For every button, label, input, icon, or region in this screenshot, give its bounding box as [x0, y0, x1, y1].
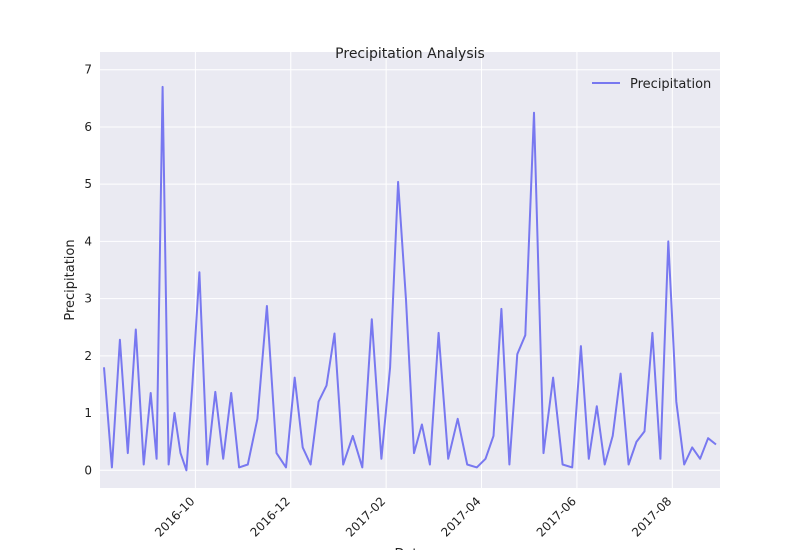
y-tick-label: 1 — [84, 406, 92, 420]
x-tick-label: 2017-04 — [438, 494, 483, 539]
y-tick-label: 3 — [84, 292, 92, 306]
y-tick-label: 7 — [84, 63, 92, 77]
y-tick-label: 0 — [84, 463, 92, 477]
legend-label: Precipitation — [630, 77, 711, 92]
y-tick-label: 6 — [84, 120, 92, 134]
data-line — [103, 85, 717, 472]
y-axis-label: Precipitation — [63, 239, 78, 320]
y-tick-label: 5 — [84, 177, 92, 191]
x-tick-label: 2016-10 — [152, 494, 197, 539]
plot-area — [100, 52, 720, 488]
y-tick-label: 4 — [84, 234, 92, 248]
y-tick-label: 2 — [84, 349, 92, 363]
x-tick-label: 2017-06 — [534, 494, 579, 539]
x-tick-label: 2017-02 — [343, 494, 388, 539]
x-tick-label: 2016-12 — [248, 494, 293, 539]
chart-title: Precipitation Analysis — [335, 46, 485, 62]
x-tick-label: 2017-08 — [629, 494, 674, 539]
